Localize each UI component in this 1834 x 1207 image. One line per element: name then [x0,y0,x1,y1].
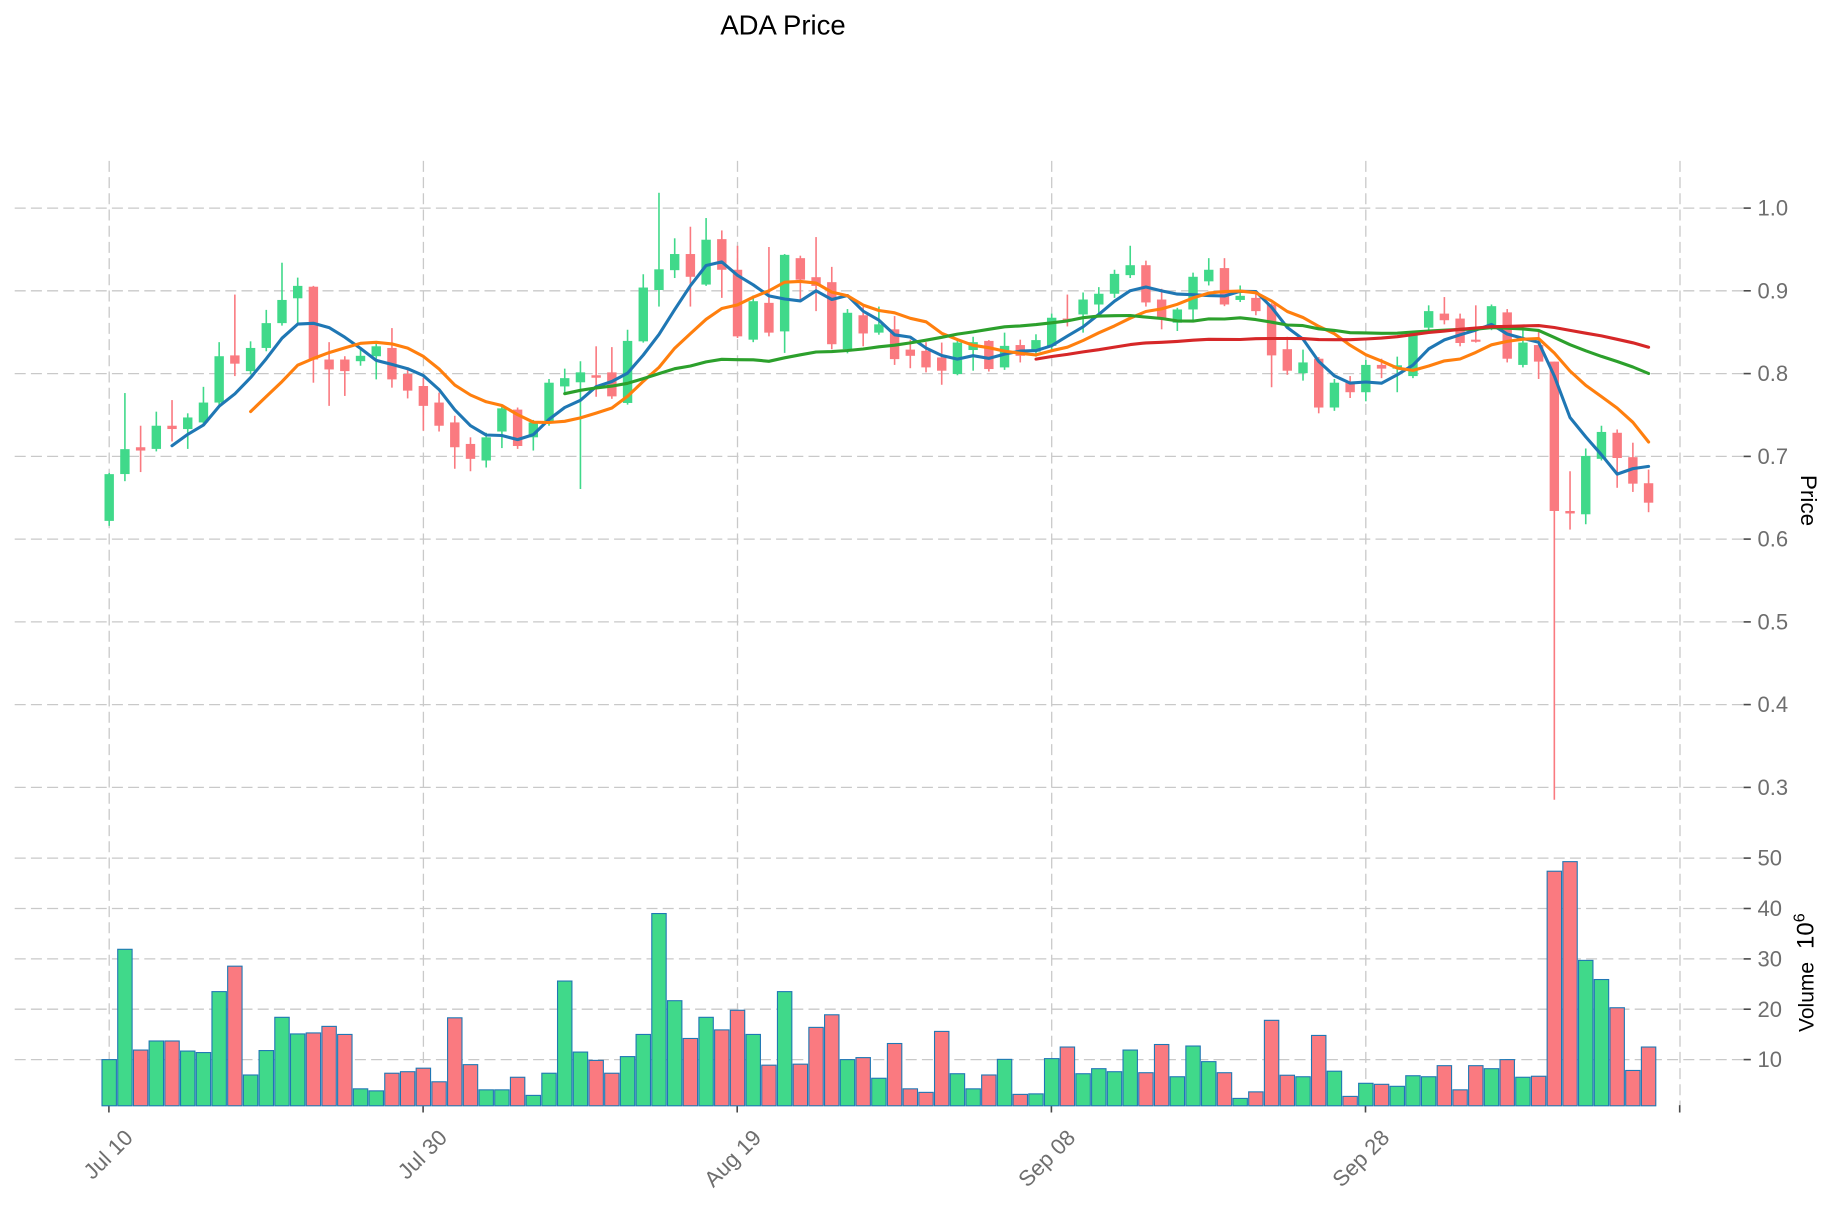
svg-text:30: 30 [1758,947,1782,972]
svg-text:ADA Price: ADA Price [720,10,845,41]
svg-text:Price: Price [1796,475,1821,526]
svg-text:0.5: 0.5 [1758,610,1789,635]
svg-text:Volume106: Volume106 [1792,913,1820,1032]
svg-text:0.4: 0.4 [1758,692,1789,717]
svg-text:10: 10 [1758,1047,1782,1072]
svg-text:0.7: 0.7 [1758,444,1789,469]
svg-text:1.0: 1.0 [1758,196,1789,221]
svg-text:20: 20 [1758,997,1782,1022]
svg-text:0.9: 0.9 [1758,278,1789,303]
svg-text:50: 50 [1758,846,1782,871]
svg-text:40: 40 [1758,896,1782,921]
svg-text:0.8: 0.8 [1758,361,1789,386]
svg-text:0.6: 0.6 [1758,527,1789,552]
svg-text:0.3: 0.3 [1758,775,1789,800]
